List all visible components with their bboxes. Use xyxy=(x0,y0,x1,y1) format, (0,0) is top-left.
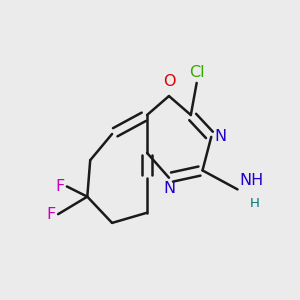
Text: N: N xyxy=(215,129,227,144)
Text: F: F xyxy=(46,207,56,222)
Text: O: O xyxy=(163,74,175,89)
Text: H: H xyxy=(250,197,260,210)
Text: Cl: Cl xyxy=(189,65,205,80)
Text: NH: NH xyxy=(239,173,263,188)
Text: F: F xyxy=(55,179,64,194)
Text: N: N xyxy=(163,181,175,196)
